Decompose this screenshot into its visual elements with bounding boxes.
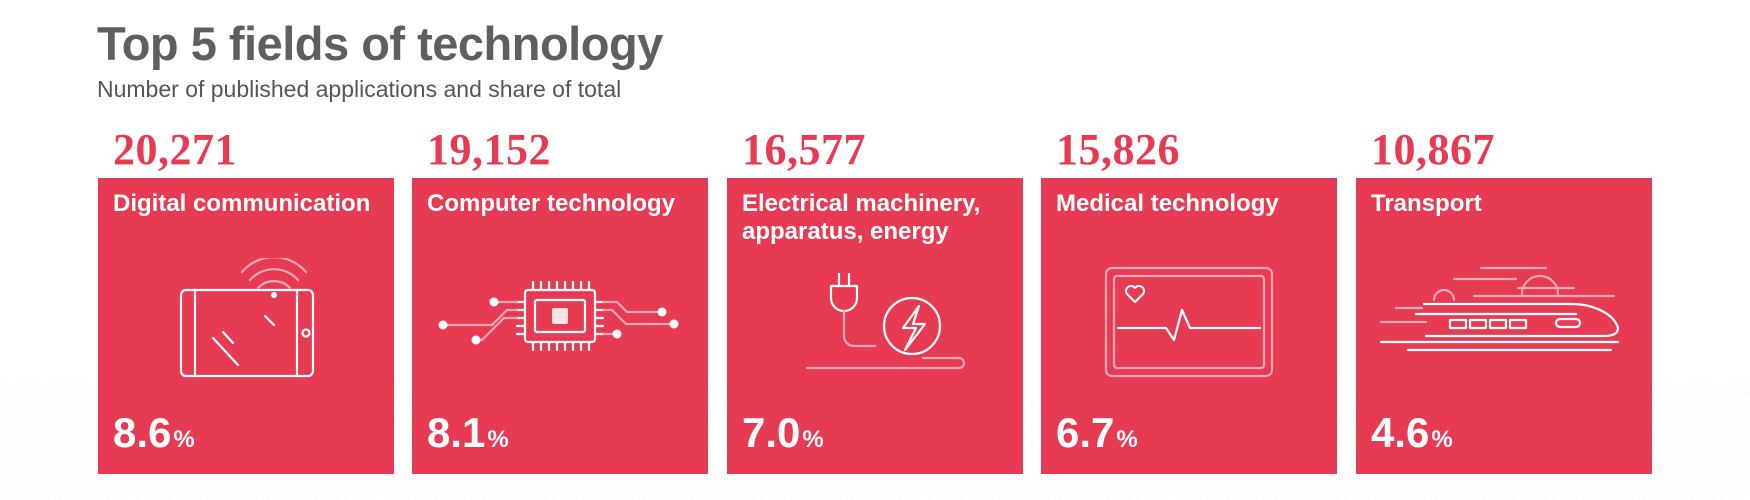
share-unit: %	[1116, 426, 1138, 453]
application-count: 16,577	[742, 125, 866, 174]
application-count: 15,826	[1056, 125, 1180, 174]
share-of-total: 8.6%	[113, 410, 195, 466]
share-of-total: 8.1%	[427, 410, 509, 466]
share-unit: %	[487, 426, 509, 453]
field-label: Computer technology	[427, 190, 676, 217]
field-card-body: Medical technology 6.7%	[1041, 178, 1337, 474]
share-of-total: 4.6%	[1371, 410, 1453, 466]
share-value: 6.7	[1056, 409, 1115, 456]
field-card-body: Computer technology 8.1%	[412, 178, 708, 474]
application-count: 20,271	[113, 125, 237, 174]
field-card-body: Transport 4.6%	[1356, 178, 1652, 474]
share-unit: %	[802, 426, 824, 453]
plug-lightning-icon	[805, 272, 966, 370]
field-card-digital-communication: 20,271 Digital communication 8.6%	[98, 126, 394, 474]
share-unit: %	[173, 426, 195, 453]
chart-title: Top 5 fields of technology	[97, 17, 663, 70]
application-count: 19,152	[427, 125, 551, 174]
share-value: 8.6	[113, 409, 172, 456]
share-of-total: 6.7%	[1056, 410, 1138, 466]
share-value: 8.1	[427, 409, 486, 456]
field-label: Electrical machinery, apparatus, energy	[742, 190, 981, 245]
chart-subtitle: Number of published applications and sha…	[97, 76, 622, 102]
field-label: Transport	[1371, 190, 1482, 217]
field-label: Medical technology	[1056, 190, 1279, 217]
share-unit: %	[1431, 426, 1453, 453]
share-value: 7.0	[742, 409, 801, 456]
application-count: 10,867	[1371, 125, 1495, 174]
field-card-medical-technology: 15,826 Medical technology 6.7%	[1041, 126, 1337, 474]
microchip-icon	[438, 280, 679, 352]
share-of-total: 7.0%	[742, 410, 824, 466]
heart-monitor-icon	[1104, 266, 1274, 378]
field-card-transport: 10,867 Transport 4.6%	[1356, 126, 1652, 474]
field-card-electrical-machinery: 16,577 Electrical machinery, apparatus, …	[727, 126, 1023, 474]
field-label: Digital communication	[113, 190, 371, 217]
field-card-body: Electrical machinery, apparatus, energy …	[727, 178, 1023, 474]
tablet-wifi-icon	[179, 258, 315, 378]
field-card-computer-technology: 19,152 Computer technology 8.1%	[412, 126, 708, 474]
share-value: 4.6	[1371, 409, 1430, 456]
field-card-body: Digital communication 8.6%	[98, 178, 394, 474]
high-speed-train-icon	[1379, 266, 1620, 352]
